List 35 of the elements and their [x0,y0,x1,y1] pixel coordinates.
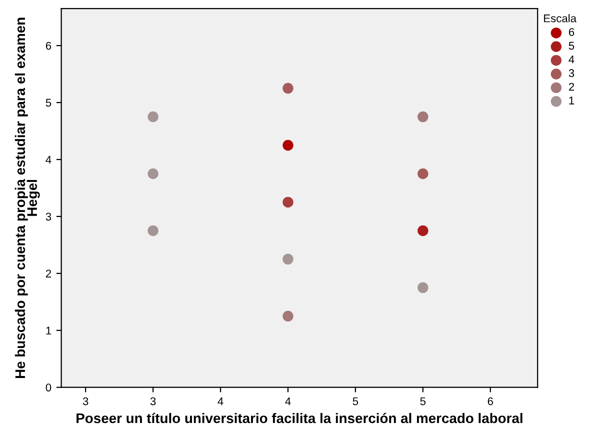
point [148,111,158,122]
legend-label: 5 [568,42,574,50]
point [418,168,428,180]
point [418,282,428,294]
point [282,82,294,94]
y-tick-label: 1 [46,326,52,334]
legend-title: Escala [544,14,577,22]
y-tick-label: 0 [46,384,52,392]
x-tick-label: 3 [150,397,156,406]
legend-label: 2 [568,82,574,91]
x-axis-title: Poseer un título universitario facilita la inserción al mercado laboral [76,412,522,424]
point [148,168,158,180]
point [282,196,294,208]
legend-label: 4 [568,56,574,64]
point [282,140,294,151]
x-tick-label: 5 [352,397,358,406]
point [282,310,294,322]
y-axis-title: He buscado por cuenta propia estudiar para el examen Hegel [14,18,40,378]
point [418,225,428,236]
x-tick-label: 5 [420,397,426,406]
point [148,225,158,236]
x-tick-label: 3 [82,397,88,406]
legend-label: 1 [569,96,574,104]
y-tick-label: 5 [46,98,52,107]
y-tick-label: 6 [46,42,52,50]
y-tick-label: 3 [46,212,52,221]
x-tick-label: 6 [488,397,493,406]
y-tick-label: 4 [46,156,52,164]
x-tick-label: 4 [218,397,224,406]
legend-label: 6 [568,28,574,36]
y-tick-label: 2 [46,270,52,278]
point [418,111,428,122]
legend-label: 3 [568,69,574,78]
point [282,254,294,265]
x-tick-label: 4 [285,397,291,406]
